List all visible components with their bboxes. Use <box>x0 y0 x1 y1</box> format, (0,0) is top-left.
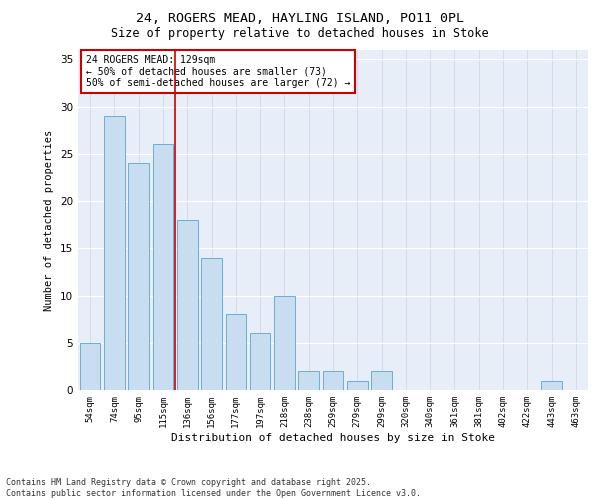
Bar <box>177 220 197 390</box>
Bar <box>274 296 295 390</box>
Y-axis label: Number of detached properties: Number of detached properties <box>44 130 55 310</box>
Text: Contains HM Land Registry data © Crown copyright and database right 2025.
Contai: Contains HM Land Registry data © Crown c… <box>6 478 421 498</box>
Bar <box>201 258 222 390</box>
Bar <box>80 343 100 390</box>
Bar <box>226 314 246 390</box>
X-axis label: Distribution of detached houses by size in Stoke: Distribution of detached houses by size … <box>171 432 495 442</box>
Bar <box>347 380 368 390</box>
Bar <box>128 164 149 390</box>
Bar <box>250 334 271 390</box>
Text: Size of property relative to detached houses in Stoke: Size of property relative to detached ho… <box>111 28 489 40</box>
Bar <box>298 371 319 390</box>
Text: 24, ROGERS MEAD, HAYLING ISLAND, PO11 0PL: 24, ROGERS MEAD, HAYLING ISLAND, PO11 0P… <box>136 12 464 26</box>
Bar <box>323 371 343 390</box>
Bar <box>104 116 125 390</box>
Text: 24 ROGERS MEAD: 129sqm
← 50% of detached houses are smaller (73)
50% of semi-det: 24 ROGERS MEAD: 129sqm ← 50% of detached… <box>86 55 350 88</box>
Bar <box>371 371 392 390</box>
Bar <box>541 380 562 390</box>
Bar <box>152 144 173 390</box>
